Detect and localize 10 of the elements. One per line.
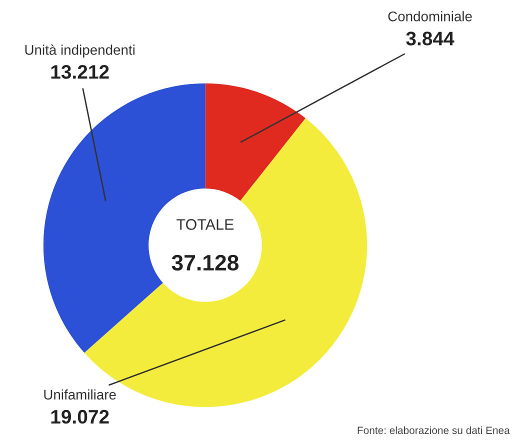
data-label: 3.844 [406, 32, 454, 46]
text: TOTALE [176, 219, 234, 230]
donut-slice [205, 83, 306, 201]
text: 37.128 [172, 254, 239, 271]
source-note: Fonte: elaborazione su dati Enea [358, 426, 510, 434]
data-label: 19.072 [51, 410, 109, 424]
data-label: 13.212 [51, 65, 109, 79]
slice-label: Condominiale [388, 11, 472, 22]
slice-label: Unifamiliare [44, 389, 116, 400]
slice-label: Unità indipendenti [25, 44, 134, 58]
